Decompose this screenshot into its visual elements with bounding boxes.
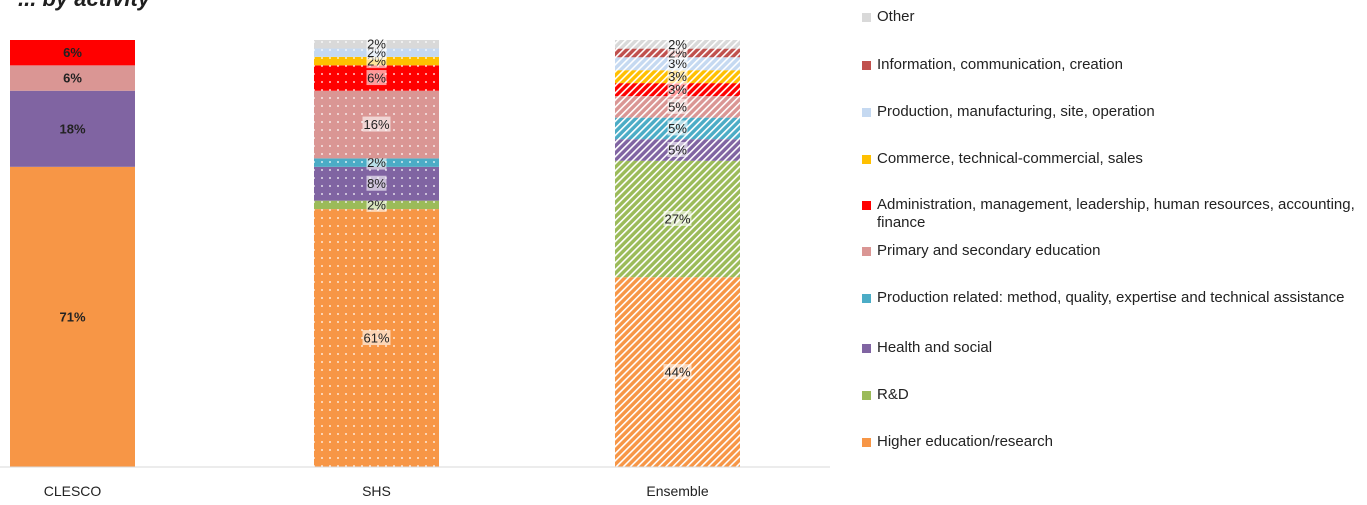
data-label-bg bbox=[362, 330, 391, 346]
data-label-bg bbox=[362, 116, 391, 132]
legend-item-administration-management-leadership-human-resources-accounting-finance: Administration, management, leadership, … bbox=[862, 196, 1355, 232]
data-label-shs-higher-education-research: 61% bbox=[363, 331, 389, 346]
legend-label: Other bbox=[877, 8, 915, 25]
data-label-shs-primary-and-secondary-education: 16% bbox=[363, 117, 389, 132]
bar-segment-clesco-higher-education-research bbox=[10, 166, 135, 468]
data-label-bg bbox=[667, 141, 688, 157]
legend-swatch bbox=[862, 108, 871, 117]
legend-swatch bbox=[862, 13, 871, 22]
chart-title-fragment: ... by activity bbox=[18, 0, 150, 12]
data-label-ensemble-commerce-technical-commercial-sales: 3% bbox=[668, 69, 687, 84]
data-label-bg bbox=[663, 210, 692, 226]
legend-label: Primary and secondary education bbox=[877, 242, 1101, 259]
bar-segment-clesco-health-and-social bbox=[10, 90, 135, 167]
legend-swatch bbox=[862, 247, 871, 256]
legend-item-health-and-social: Health and social bbox=[862, 339, 1355, 357]
data-label-clesco-health-and-social: 18% bbox=[59, 121, 85, 136]
data-label-clesco-higher-education-research: 71% bbox=[59, 309, 85, 324]
data-label-ensemble-administration-management-leadership-human-resources-accounting-finance: 3% bbox=[668, 82, 687, 97]
legend-label: R&D bbox=[877, 386, 909, 403]
legend-label: Production, manufacturing, site, operati… bbox=[877, 103, 1155, 120]
data-label-ensemble-other: 2% bbox=[668, 37, 687, 52]
data-label-bg bbox=[667, 81, 688, 97]
legend-label: Health and social bbox=[877, 339, 993, 356]
legend-swatch bbox=[862, 61, 871, 70]
legend-label: Administration, management, leadership, … bbox=[877, 196, 1355, 231]
legend-item-commerce-technical-commercial-sales: Commerce, technical-commercial, sales bbox=[862, 150, 1355, 168]
data-label-bg bbox=[663, 364, 692, 380]
legend-swatch bbox=[862, 391, 871, 400]
data-label-ensemble-production-related-method-quality-expertise-and-technical-assistance: 5% bbox=[668, 121, 687, 136]
data-label-ensemble-health-and-social: 5% bbox=[668, 142, 687, 157]
data-label-bg bbox=[667, 68, 688, 84]
bar-segment-clesco-primary-and-secondary-education bbox=[10, 65, 135, 91]
data-label-bg bbox=[366, 175, 387, 191]
legend-label: Information, communication, creation bbox=[877, 56, 1123, 73]
legend-label: Higher education/research bbox=[877, 433, 1053, 450]
x-tick-label-clesco: CLESCO bbox=[44, 483, 102, 499]
data-label-ensemble-primary-and-secondary-education: 5% bbox=[668, 99, 687, 114]
data-label-bg bbox=[366, 70, 387, 86]
data-label-ensemble-r-d: 27% bbox=[664, 211, 690, 226]
legend-item-production-manufacturing-site-operation: Production, manufacturing, site, operati… bbox=[862, 103, 1355, 121]
data-label-ensemble-higher-education-research: 44% bbox=[664, 365, 690, 380]
data-label-shs-r-d: 2% bbox=[367, 197, 386, 212]
legend-swatch bbox=[862, 344, 871, 353]
legend-label: Commerce, technical-commercial, sales bbox=[877, 150, 1143, 167]
legend-item-other: Other bbox=[862, 8, 1355, 26]
legend-swatch bbox=[862, 294, 871, 303]
legend-item-production-related-method-quality-expertise-and-technical-assistance: Production related: method, quality, exp… bbox=[862, 289, 1355, 307]
legend-swatch bbox=[862, 438, 871, 447]
data-label-bg bbox=[366, 36, 387, 52]
data-label-shs-production-related-method-quality-expertise-and-technical-assistance: 2% bbox=[367, 155, 386, 170]
data-label-bg bbox=[667, 36, 688, 52]
data-label-clesco-primary-and-secondary-education: 6% bbox=[63, 71, 82, 86]
legend-item-information-communication-creation: Information, communication, creation bbox=[862, 56, 1355, 74]
data-label-bg bbox=[667, 120, 688, 136]
legend-item-primary-and-secondary-education: Primary and secondary education bbox=[862, 242, 1355, 260]
legend-item-r-d: R&D bbox=[862, 386, 1355, 404]
data-label-ensemble-production-manufacturing-site-operation: 3% bbox=[668, 56, 687, 71]
legend-label: Production related: method, quality, exp… bbox=[877, 289, 1345, 306]
data-label-clesco-administration-management-leadership-human-resources-accounting-finance: 6% bbox=[63, 45, 82, 60]
data-label-shs-health-and-social: 8% bbox=[367, 176, 386, 191]
data-label-shs-administration-management-leadership-human-resources-accounting-finance: 6% bbox=[367, 71, 386, 86]
legend-item-higher-education-research: Higher education/research bbox=[862, 433, 1355, 451]
bar-segment-clesco-administration-management-leadership-human-resources-accounting-finance bbox=[10, 40, 135, 66]
legend-swatch bbox=[862, 201, 871, 210]
data-label-shs-other: 2% bbox=[367, 37, 386, 52]
x-tick-label-shs: SHS bbox=[362, 483, 391, 499]
legend-swatch bbox=[862, 155, 871, 164]
x-tick-label-ensemble: Ensemble bbox=[646, 483, 708, 499]
data-label-bg bbox=[667, 98, 688, 114]
